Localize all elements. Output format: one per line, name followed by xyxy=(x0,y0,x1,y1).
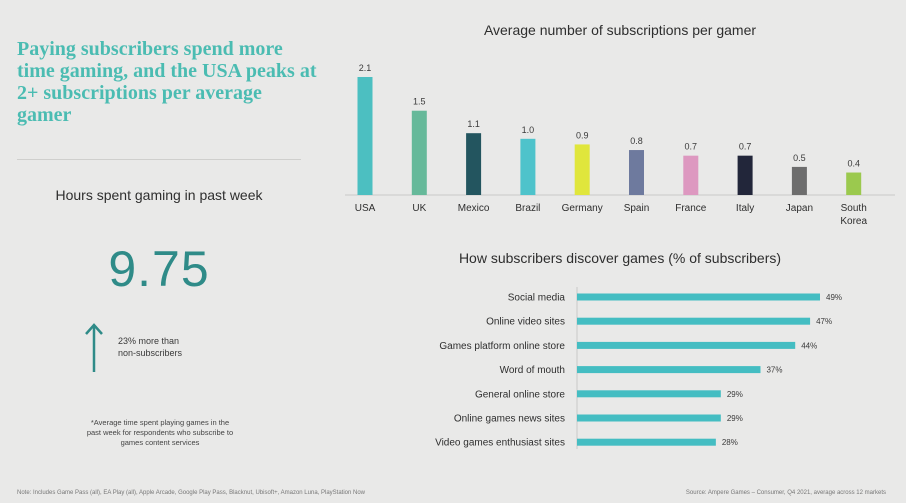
category-label: Italy xyxy=(736,203,754,214)
bar xyxy=(737,155,753,195)
bar xyxy=(577,341,796,349)
bar xyxy=(629,150,644,195)
bar-value-label: 44% xyxy=(801,341,817,350)
bar-value-label: 29% xyxy=(727,414,743,423)
category-label: Online games news sites xyxy=(454,414,565,425)
bar-value-label: 2.1 xyxy=(359,63,372,73)
bar-value-label: 0.7 xyxy=(685,142,698,152)
bar-value-label: 0.5 xyxy=(793,153,806,163)
bar-value-label: 29% xyxy=(727,390,743,399)
bar xyxy=(846,172,862,195)
category-label: Spain xyxy=(624,203,650,214)
chart1-title: Average number of subscriptions per game… xyxy=(483,22,757,38)
category-label: Japan xyxy=(786,203,813,214)
bar xyxy=(577,414,721,422)
source: Source: Ampere Games – Consumer, Q4 2021… xyxy=(685,490,886,496)
bar-value-label: 1.5 xyxy=(413,97,426,107)
bar-value-label: 47% xyxy=(816,317,832,326)
bar-value-label: 0.7 xyxy=(739,142,752,152)
bar-value-label: 1.0 xyxy=(522,125,535,135)
bar xyxy=(577,438,716,446)
category-label: South xyxy=(841,203,867,214)
category-label: General online store xyxy=(475,389,565,400)
bar-value-label: 37% xyxy=(766,366,782,375)
bar xyxy=(577,366,761,374)
bar xyxy=(577,390,721,398)
bar-value-label: 49% xyxy=(826,293,842,302)
category-label: Korea xyxy=(840,216,867,227)
bar xyxy=(411,110,427,195)
up-arrow-icon xyxy=(85,323,103,372)
category-label: Games platform online store xyxy=(439,341,565,352)
bar xyxy=(577,293,820,301)
bar xyxy=(683,155,699,195)
category-label: France xyxy=(675,203,707,214)
category-label: Social media xyxy=(508,293,566,304)
bar xyxy=(574,144,590,195)
headline: Paying subscribers spend more time gamin… xyxy=(17,38,317,126)
discovery-bar-chart: Social media 49% Online video sites 47% Game… xyxy=(435,287,842,449)
bar-value-label: 0.9 xyxy=(576,130,589,140)
bar xyxy=(357,77,373,195)
footnote: *Average time spent playing games in the… xyxy=(40,418,280,448)
comparison-line-2: non-subscribers xyxy=(118,348,183,358)
category-label: USA xyxy=(355,203,376,214)
subscriptions-bar-chart: 2.1 USA 1.5 UK 1.1 Mexico 1.0 Brazil 0.9 Germany 0… xyxy=(345,63,895,227)
category-label: Video games enthusiast sites xyxy=(435,438,565,449)
footnote-line-2: past week for respondents who subscribe … xyxy=(86,428,234,437)
footnote-line-1: *Average time spent playing games in the xyxy=(90,418,230,427)
bar xyxy=(577,317,811,325)
category-label: UK xyxy=(412,203,426,214)
category-label: Online video sites xyxy=(486,317,565,328)
hours-value: 9.75 xyxy=(108,241,210,297)
comparison-line-1: 23% more than xyxy=(118,336,180,346)
hours-title: Hours spent gaming in past week xyxy=(55,187,263,203)
chart2-title: How subscribers discover games (% of sub… xyxy=(458,250,782,266)
footnote-line-3: games content services xyxy=(120,438,200,447)
comparison-text: 23% more than non-subscribers xyxy=(118,335,182,359)
bar-value-label: 0.4 xyxy=(847,159,860,169)
bar-value-label: 28% xyxy=(722,438,738,447)
bar xyxy=(466,133,482,195)
bar-value-label: 1.1 xyxy=(467,119,480,129)
bar xyxy=(791,166,807,195)
bar-value-label: 0.8 xyxy=(630,136,643,146)
category-label: Germany xyxy=(562,203,603,214)
category-label: Mexico xyxy=(458,203,490,214)
bar xyxy=(520,138,536,195)
note: Note: Includes Game Pass (all), EA Play … xyxy=(17,490,366,496)
divider xyxy=(17,159,301,160)
category-label: Brazil xyxy=(515,203,540,214)
category-label: Word of mouth xyxy=(500,365,565,376)
